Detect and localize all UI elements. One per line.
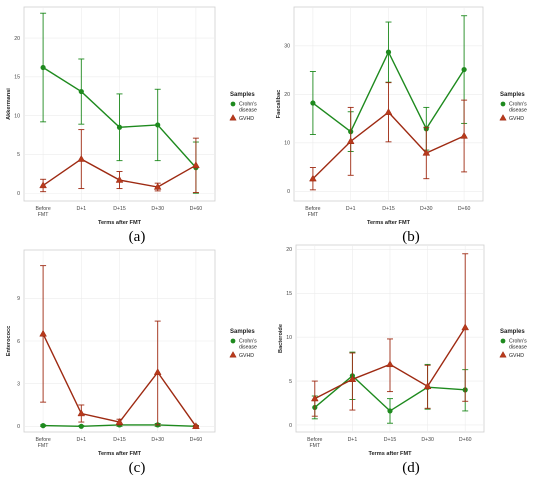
y-tick-label: 6	[17, 339, 20, 345]
legend-label: disease	[509, 108, 527, 114]
legend-title: Samples	[500, 92, 525, 98]
panel-label: (b)	[402, 229, 420, 245]
x-tick-label: D+15	[382, 206, 395, 212]
y-tick-label: 0	[287, 189, 290, 195]
legend-marker-crohns	[501, 102, 506, 107]
legend-label: GVHD	[239, 116, 254, 122]
x-tick-label: D+1	[76, 206, 86, 212]
legend-title: Samples	[230, 92, 255, 98]
panel-label: (c)	[129, 460, 146, 476]
x-axis-title: Terms after FMT	[367, 220, 411, 226]
y-tick-label: 10	[284, 141, 290, 147]
x-tick-label: D+30	[151, 206, 164, 212]
x-tick-label: D+30	[420, 206, 433, 212]
data-point	[117, 125, 122, 130]
data-point	[387, 408, 392, 413]
x-tick-label: D+60	[190, 206, 203, 212]
legend-marker-crohns	[501, 339, 506, 344]
data-point	[310, 100, 315, 105]
data-point	[79, 424, 84, 429]
data-point	[41, 65, 46, 70]
x-tick-label: D+15	[113, 206, 126, 212]
x-tick-label: FMT	[309, 443, 320, 449]
x-tick-label: D+60	[190, 437, 203, 443]
data-point	[462, 67, 467, 72]
y-axis-title: Akkermansi	[6, 88, 12, 120]
y-tick-label: 10	[14, 113, 20, 119]
legend-title: Samples	[230, 329, 255, 335]
legend-marker-crohns	[231, 102, 236, 107]
panel-label: (a)	[129, 229, 146, 245]
data-point	[155, 122, 160, 127]
y-tick-label: 5	[17, 152, 20, 158]
y-tick-label: 15	[14, 75, 20, 81]
y-tick-label: 5	[289, 379, 292, 385]
legend-title: Samples	[500, 329, 525, 335]
x-tick-label: FMT	[308, 212, 319, 218]
x-tick-label: D+1	[348, 437, 358, 443]
x-tick-label: D+15	[113, 437, 126, 443]
x-axis-title: Terms after FMT	[368, 451, 412, 457]
legend-label: GVHD	[509, 353, 524, 359]
x-tick-label: D+1	[76, 437, 86, 443]
panel-label: (d)	[402, 460, 420, 476]
y-tick-label: 0	[17, 191, 20, 197]
x-tick-label: FMT	[38, 212, 49, 218]
x-axis-title: Terms after FMT	[98, 220, 142, 226]
y-axis-title: Enterococc	[6, 326, 12, 356]
x-tick-label: D+60	[458, 206, 471, 212]
legend-marker-gvhd	[230, 115, 236, 121]
legend-marker-gvhd	[500, 352, 506, 358]
x-tick-label: D+30	[421, 437, 434, 443]
legend-marker-crohns	[231, 339, 236, 344]
legend-marker-gvhd	[230, 352, 236, 358]
y-tick-label: 30	[284, 44, 290, 50]
data-point	[79, 89, 84, 94]
legend-marker-gvhd	[500, 115, 506, 121]
y-axis-title: Faecalibac	[276, 90, 282, 119]
y-tick-label: 9	[17, 296, 20, 302]
y-tick-label: 20	[14, 36, 20, 42]
x-axis-title: Terms after FMT	[98, 451, 142, 457]
x-tick-label: D+30	[151, 437, 164, 443]
legend-label: disease	[239, 108, 257, 114]
data-point	[386, 50, 391, 55]
y-tick-label: 15	[286, 291, 292, 297]
legend-label: disease	[239, 345, 257, 351]
y-tick-label: 0	[289, 423, 292, 429]
y-tick-label: 3	[17, 381, 20, 387]
x-tick-label: D+60	[459, 437, 472, 443]
x-tick-label: FMT	[38, 443, 49, 449]
y-tick-label: 0	[17, 424, 20, 430]
legend-label: GVHD	[239, 353, 254, 359]
x-tick-label: D+15	[384, 437, 397, 443]
x-tick-label: D+1	[346, 206, 356, 212]
legend-label: GVHD	[509, 116, 524, 122]
y-tick-label: 20	[286, 247, 292, 253]
y-tick-label: 10	[286, 335, 292, 341]
legend-label: disease	[509, 345, 527, 351]
data-point	[41, 423, 46, 428]
y-axis-title: Bacteroide	[278, 324, 284, 353]
y-tick-label: 20	[284, 92, 290, 98]
